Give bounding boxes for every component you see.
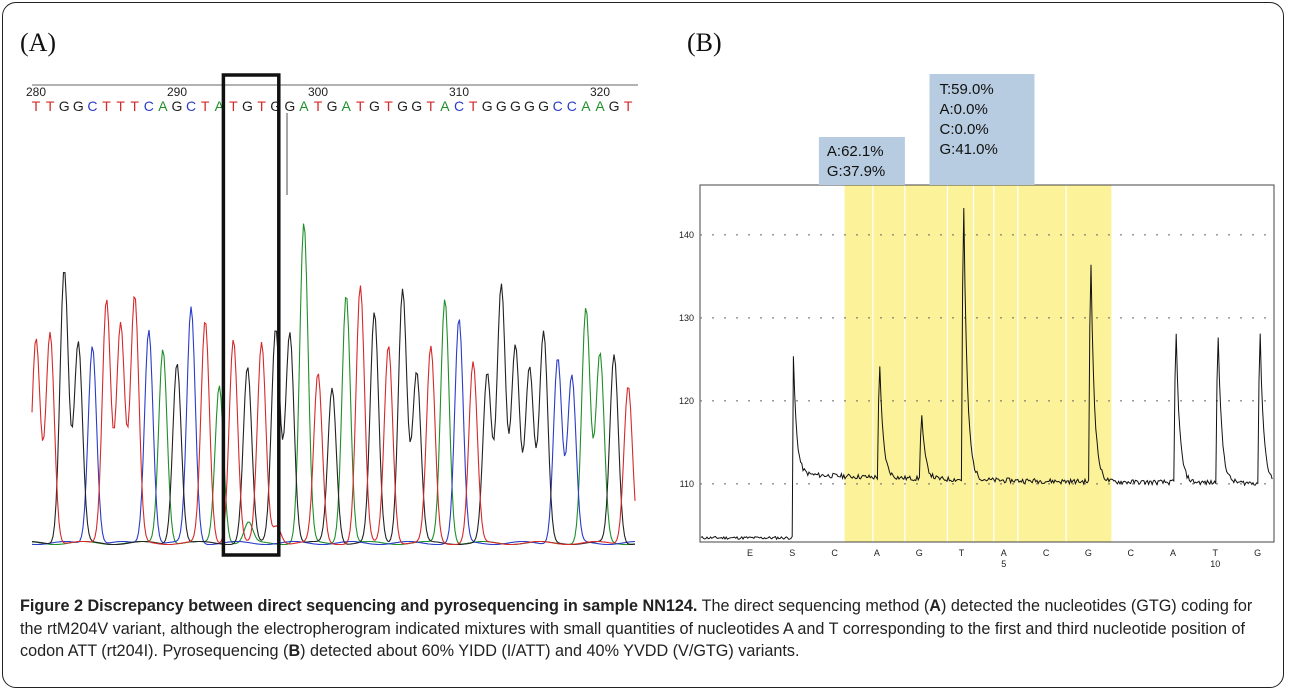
allele-box-2-bg: [929, 74, 1035, 185]
pyrogram-trace: [700, 207, 1273, 541]
base-call-letter: C: [567, 98, 577, 114]
caption-figure-title: Discrepancy between direct sequencing an…: [87, 597, 698, 615]
figure-caption: Figure 2 Discrepancy between direct sequ…: [20, 595, 1270, 663]
dispensation-label: C: [1127, 548, 1134, 558]
base-call-letter: G: [369, 98, 380, 114]
dispensation-label: G: [1254, 548, 1261, 558]
base-call-letter: T: [356, 98, 365, 114]
base-call-letter: T: [46, 98, 55, 114]
base-call-letter: G: [524, 98, 535, 114]
base-call-letter: C: [87, 98, 97, 114]
base-call-letter: G: [397, 98, 408, 114]
base-call-letter: G: [172, 98, 183, 114]
dispensation-label: G: [1085, 548, 1092, 558]
base-call-letter: T: [102, 98, 111, 114]
y-tick-label: 110: [680, 479, 694, 489]
base-call-letter: T: [130, 98, 139, 114]
base-call-letter: T: [32, 98, 41, 114]
base-call-letter: G: [284, 98, 295, 114]
allele-box-2-line: C:0.0%: [940, 121, 989, 138]
base-call-letter: A: [595, 98, 605, 114]
caption-bold-b: B: [288, 642, 301, 660]
base-call-letter: G: [73, 98, 84, 114]
base-call-letter: G: [482, 98, 493, 114]
base-call-letter: C: [553, 98, 563, 114]
base-call-letter: T: [314, 98, 323, 114]
base-call-letter: C: [144, 98, 154, 114]
base-call-letter: G: [327, 98, 338, 114]
dispensation-label: G: [916, 548, 923, 558]
base-call-letter: C: [454, 98, 464, 114]
allele-box-1-line: A:62.1%: [827, 143, 884, 160]
analysis-highlight: [844, 185, 1112, 542]
dispensation-label: T: [1213, 548, 1219, 558]
caption-bold-a: A: [929, 597, 941, 615]
dispensation-label: A: [1001, 548, 1007, 558]
base-call-letter: G: [510, 98, 521, 114]
base-call-letter: T: [469, 98, 478, 114]
base-call-letter: A: [440, 98, 450, 114]
dispensation-label: C: [1043, 548, 1050, 558]
position-tick-label: 310: [449, 85, 469, 99]
dispensation-number: 10: [1210, 559, 1220, 569]
base-call-letter: G: [270, 98, 281, 114]
caption-text-3: ) detected about 60% YIDD (I/ATT) and 40…: [300, 642, 800, 660]
caption-figure-label: Figure 2: [20, 597, 83, 615]
codon-highlight-box: [221, 73, 281, 557]
trace-a: [31, 223, 636, 546]
base-call-letter: T: [624, 98, 633, 114]
allele-box-1-line: G:37.9%: [827, 163, 885, 180]
dispensation-label: A: [1170, 548, 1176, 558]
base-call-letter: A: [342, 98, 352, 114]
position-tick-label: 320: [590, 85, 610, 99]
base-call-letter: G: [538, 98, 549, 114]
dispensation-number: 5: [1001, 559, 1006, 569]
base-call-letter: T: [257, 98, 266, 114]
base-call-letter: A: [581, 98, 591, 114]
base-call-letter: G: [496, 98, 507, 114]
base-call-letter: A: [299, 98, 309, 114]
base-call-letter: T: [384, 98, 393, 114]
panel-b-label: (B): [687, 28, 722, 57]
dispensation-label: A: [874, 548, 880, 558]
allele-box-2-line: A:0.0%: [940, 101, 988, 118]
y-tick-label: 130: [679, 313, 694, 323]
allele-box-2-line: T:59.0%: [940, 81, 994, 98]
allele-box-2: T:59.0% A:0.0% C:0.0% G:41.0%: [929, 74, 1035, 185]
base-call-letter: T: [201, 98, 210, 114]
caption-text-2: ) detected the nucleotides (GTG) coding …: [20, 597, 1253, 660]
position-tick-label: 290: [167, 85, 187, 99]
base-call-letter: G: [242, 98, 253, 114]
base-call-letter: T: [427, 98, 436, 114]
allele-box-1: A:62.1% G:37.9%: [818, 137, 905, 185]
allele-box-2-line: G:41.0%: [940, 141, 998, 158]
allele-box-1-bg: [818, 137, 905, 185]
base-call-letter: G: [609, 98, 620, 114]
dispensation-label: E: [747, 548, 753, 558]
base-call-letter: G: [59, 98, 70, 114]
trace-t: [31, 285, 636, 546]
base-call-letter: A: [215, 98, 225, 114]
y-tick-label: 140: [679, 230, 694, 240]
pyrogram: 110 120 130 140 E S C A G T A C G C A T G 5 10 A:62.1% G:37.…: [679, 74, 1275, 569]
base-call-letter: T: [229, 98, 238, 114]
base-call-letter: G: [411, 98, 422, 114]
position-tick-label: 280: [26, 85, 46, 99]
base-call-letter: A: [158, 98, 168, 114]
trace-g: [31, 272, 636, 546]
y-tick-label: 120: [679, 396, 694, 406]
dispensation-label: S: [789, 548, 795, 558]
dispensation-label: C: [831, 548, 838, 558]
base-call-letter: C: [186, 98, 196, 114]
panel-a-label: (A): [20, 28, 57, 57]
position-tick-label: 300: [308, 85, 328, 99]
dispensation-label: T: [959, 548, 965, 558]
caption-text-1: The direct sequencing method (: [697, 597, 930, 615]
base-call-letter: T: [116, 98, 125, 114]
